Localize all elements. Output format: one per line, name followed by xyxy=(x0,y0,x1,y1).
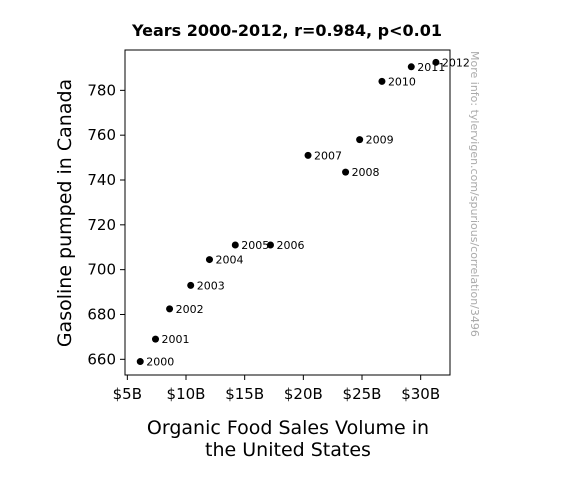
watermark: More info: tylervigen.com/spurious/corre… xyxy=(468,51,481,337)
y-tick-label: 780 xyxy=(87,81,116,99)
x-tick-label: $10B xyxy=(167,385,206,403)
data-point xyxy=(356,136,364,144)
data-point-label: 2012 xyxy=(442,56,470,69)
data-point-label: 2001 xyxy=(162,333,190,346)
x-tick-label: $15B xyxy=(225,385,264,403)
y-tick-label: 760 xyxy=(87,126,116,144)
data-point xyxy=(432,58,440,66)
data-point-label: 2009 xyxy=(366,134,394,147)
data-point-label: 2008 xyxy=(352,166,380,179)
y-tick-label: 740 xyxy=(87,171,116,189)
x-axis-label-line-2: the United States xyxy=(205,439,371,461)
y-tick-label: 700 xyxy=(87,261,116,279)
data-point-label: 2005 xyxy=(241,239,269,252)
data-point-label: 2000 xyxy=(146,356,174,369)
x-tick-label: $20B xyxy=(284,385,323,403)
data-point xyxy=(231,241,239,249)
data-point xyxy=(304,151,312,159)
y-axis-label: Gasoline pumped in Canada xyxy=(54,79,76,347)
data-point xyxy=(136,358,144,366)
data-point-label: 2006 xyxy=(276,239,304,252)
x-tick-label: $5B xyxy=(113,385,142,403)
data-point xyxy=(266,241,274,249)
y-tick-label: 680 xyxy=(87,305,116,323)
x-tick-label: $30B xyxy=(401,385,440,403)
y-tick-label: 720 xyxy=(87,216,116,234)
data-point-label: 2004 xyxy=(215,254,243,267)
data-point xyxy=(152,335,160,343)
chart-title: Years 2000-2012, r=0.984, p<0.01 xyxy=(131,21,442,40)
y-tick-label: 660 xyxy=(87,350,116,368)
x-axis: $5B $10B $15B $20B $25B $30B xyxy=(113,375,440,403)
data-point xyxy=(166,305,174,313)
x-tick-label: $25B xyxy=(343,385,382,403)
data-point xyxy=(407,63,415,71)
data-point-label: 2010 xyxy=(388,75,416,88)
data-point xyxy=(342,168,350,176)
data-point xyxy=(205,256,213,264)
data-point-label: 2002 xyxy=(176,303,204,316)
x-axis-label-line-1: Organic Food Sales Volume in xyxy=(147,417,429,439)
y-axis: 660 680 700 720 740 760 780 xyxy=(87,81,125,368)
data-point-label: 2003 xyxy=(197,279,225,292)
data-point-label: 2007 xyxy=(314,149,342,162)
data-point xyxy=(378,77,386,85)
plot-area xyxy=(124,49,451,376)
data-point xyxy=(187,281,195,289)
data-points: 2000 2001 2002 2003 2004 2005 2006 2007 2008 2009… xyxy=(136,56,470,369)
